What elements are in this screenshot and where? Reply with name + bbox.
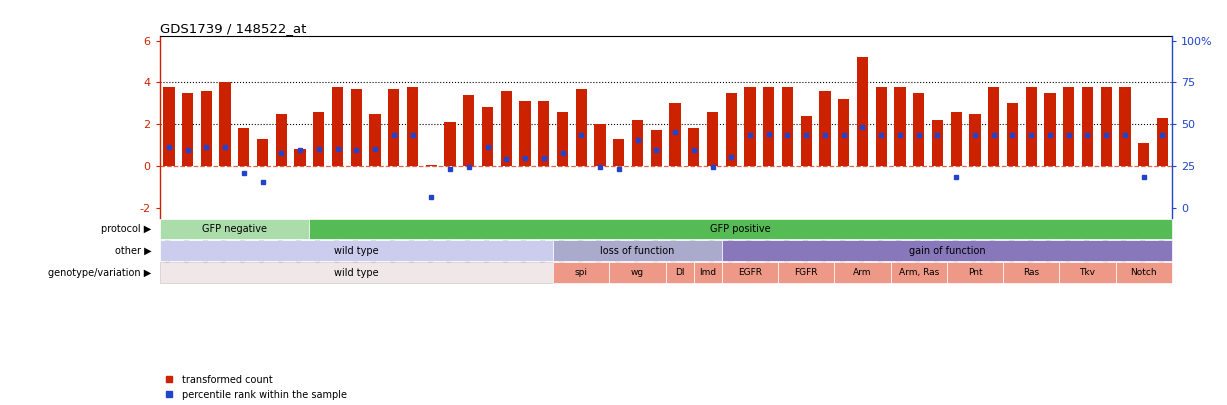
Text: genotype/variation ▶: genotype/variation ▶	[48, 268, 151, 277]
Bar	[650, 130, 661, 166]
Bar	[951, 112, 962, 166]
Bar	[891, 262, 947, 283]
Bar	[519, 101, 530, 166]
Bar	[693, 262, 721, 283]
Text: spi: spi	[574, 268, 588, 277]
Text: GDS1739 / 148522_at: GDS1739 / 148522_at	[160, 22, 306, 35]
Bar	[309, 219, 1172, 239]
Text: Ras: Ras	[1023, 268, 1039, 277]
Bar	[388, 89, 400, 166]
Bar	[913, 93, 924, 166]
Bar	[1115, 262, 1172, 283]
Bar	[931, 120, 944, 166]
Text: Tkv: Tkv	[1080, 268, 1096, 277]
Text: wg: wg	[631, 268, 644, 277]
Bar	[614, 139, 625, 166]
Text: GFP positive: GFP positive	[710, 224, 771, 234]
Bar	[763, 87, 774, 166]
Bar	[834, 262, 891, 283]
Bar	[1026, 87, 1037, 166]
Bar	[444, 122, 455, 166]
Text: Arm: Arm	[853, 268, 871, 277]
Bar	[856, 58, 867, 166]
Bar	[876, 87, 887, 166]
Bar	[351, 89, 362, 166]
Bar	[182, 93, 194, 166]
Bar	[407, 87, 418, 166]
Bar	[463, 95, 475, 166]
Bar	[800, 116, 812, 166]
Bar	[820, 91, 831, 166]
Bar	[782, 87, 793, 166]
Bar	[707, 112, 718, 166]
Bar	[838, 99, 849, 166]
Bar	[947, 262, 1002, 283]
Bar	[1059, 262, 1115, 283]
Bar	[294, 149, 306, 166]
Bar	[1101, 87, 1112, 166]
Bar	[1139, 143, 1150, 166]
Bar	[610, 262, 665, 283]
Text: EGFR: EGFR	[737, 268, 762, 277]
Bar	[201, 91, 212, 166]
Text: Arm, Ras: Arm, Ras	[898, 268, 939, 277]
Bar	[721, 240, 1172, 261]
Text: GFP negative: GFP negative	[202, 224, 267, 234]
Bar	[163, 87, 174, 166]
Text: wild type: wild type	[334, 246, 379, 256]
Bar	[665, 262, 693, 283]
Bar	[745, 87, 756, 166]
Bar	[894, 87, 906, 166]
Bar	[482, 107, 493, 166]
Bar	[426, 165, 437, 166]
Bar	[632, 120, 643, 166]
Text: gain of function: gain of function	[908, 246, 985, 256]
Bar	[594, 124, 606, 166]
Bar	[1119, 87, 1130, 166]
Bar	[721, 262, 778, 283]
Bar	[276, 114, 287, 166]
Bar	[557, 112, 568, 166]
Bar	[1044, 93, 1055, 166]
Bar	[969, 114, 980, 166]
Bar	[160, 262, 553, 283]
Legend: transformed count, percentile rank within the sample: transformed count, percentile rank withi…	[164, 375, 347, 400]
Bar	[369, 114, 380, 166]
Bar	[539, 101, 550, 166]
Text: wild type: wild type	[334, 268, 379, 277]
Text: FGFR: FGFR	[795, 268, 818, 277]
Text: Imd: Imd	[699, 268, 717, 277]
Bar	[501, 91, 512, 166]
Bar	[160, 219, 309, 239]
Bar	[725, 93, 737, 166]
Bar	[1157, 118, 1168, 166]
Bar	[238, 128, 249, 166]
Bar	[1063, 87, 1075, 166]
Bar	[553, 262, 610, 283]
Bar	[256, 139, 269, 166]
Text: other ▶: other ▶	[115, 246, 151, 256]
Text: protocol ▶: protocol ▶	[101, 224, 151, 234]
Bar	[553, 240, 721, 261]
Bar	[220, 82, 231, 166]
Bar	[1082, 87, 1093, 166]
Bar	[575, 89, 587, 166]
Text: Dl: Dl	[675, 268, 685, 277]
Bar	[160, 240, 553, 261]
Text: Pnt: Pnt	[968, 268, 983, 277]
Bar	[1002, 262, 1059, 283]
Bar	[313, 112, 324, 166]
Bar	[670, 103, 681, 166]
Bar	[333, 87, 344, 166]
Bar	[988, 87, 999, 166]
Text: loss of function: loss of function	[600, 246, 675, 256]
Bar	[1007, 103, 1018, 166]
Text: Notch: Notch	[1130, 268, 1157, 277]
Bar	[688, 128, 699, 166]
Bar	[778, 262, 834, 283]
